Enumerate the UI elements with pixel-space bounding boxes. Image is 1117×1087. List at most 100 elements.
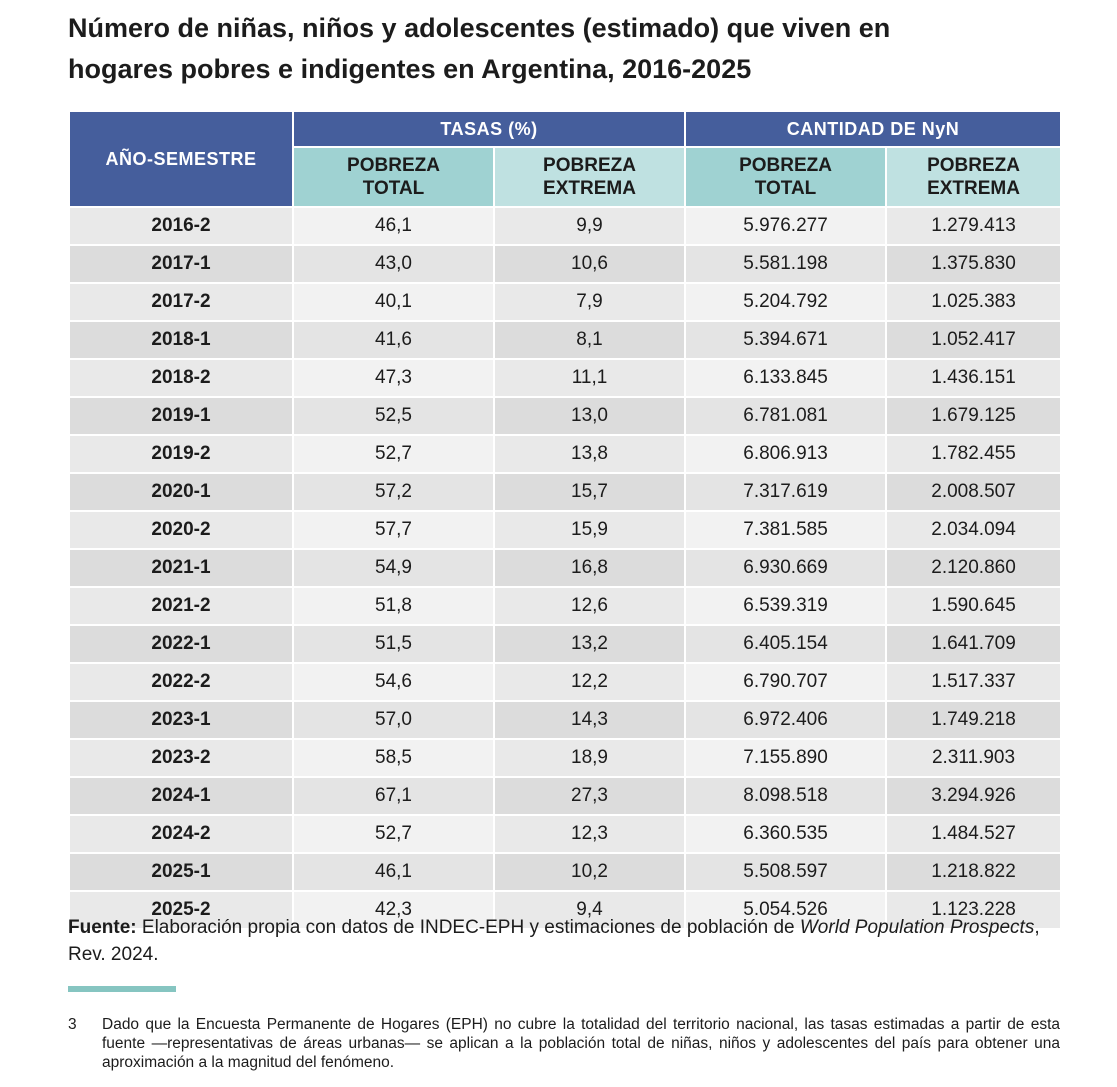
- table-row: 2017-1 43,0 10,6 5.581.198 1.375.830: [68, 244, 1063, 284]
- cell-year-semester: 2024-2: [68, 814, 294, 854]
- cell-rate-extreme-poverty: 8,1: [492, 320, 687, 360]
- cell-rate-extreme-poverty: 7,9: [492, 282, 687, 322]
- cell-count-extreme-poverty: 1.375.830: [885, 244, 1063, 284]
- header-group-rates: TASAS (%): [291, 110, 687, 148]
- divider-rule: [68, 986, 176, 992]
- cell-year-semester: 2018-1: [68, 320, 294, 360]
- source-label: Fuente:: [68, 917, 137, 938]
- table-row: 2025-1 46,1 10,2 5.508.597 1.218.822: [68, 852, 1063, 892]
- header-text: POBREZA: [927, 155, 1020, 176]
- cell-year-semester: 2020-1: [68, 472, 294, 512]
- header-text: TOTAL: [754, 178, 817, 199]
- cell-count-total-poverty: 6.781.081: [684, 396, 888, 436]
- cell-year-semester: 2025-2: [68, 890, 294, 930]
- source-suffix: , Rev. 2024.: [68, 917, 1040, 965]
- cell-rate-extreme-poverty: 11,1: [492, 358, 687, 398]
- cell-rate-total-poverty: 41,6: [292, 320, 495, 360]
- table-row: 2022-2 54,6 12,2 6.790.707 1.517.337: [68, 662, 1063, 702]
- cell-count-total-poverty: 5.204.792: [684, 282, 888, 322]
- cell-year-semester: 2019-1: [68, 396, 294, 436]
- cell-count-extreme-poverty: 1.517.337: [885, 662, 1063, 702]
- cell-count-total-poverty: 6.806.913: [684, 434, 888, 474]
- table-row: 2017-2 40,1 7,9 5.204.792 1.025.383: [68, 282, 1063, 322]
- header-text: POBREZA: [543, 155, 636, 176]
- cell-rate-extreme-poverty: 27,3: [492, 776, 687, 816]
- footnote-text: Dado que la Encuesta Permanente de Hogar…: [102, 1016, 1060, 1071]
- cell-count-extreme-poverty: 1.782.455: [885, 434, 1063, 474]
- cell-count-total-poverty: 7.155.890: [684, 738, 888, 778]
- cell-rate-total-poverty: 54,9: [292, 548, 495, 588]
- header-text: POBREZA: [347, 155, 440, 176]
- cell-count-extreme-poverty: 1.641.709: [885, 624, 1063, 664]
- cell-rate-extreme-poverty: 13,0: [492, 396, 687, 436]
- cell-count-total-poverty: 6.405.154: [684, 624, 888, 664]
- cell-rate-total-poverty: 57,7: [292, 510, 495, 550]
- cell-rate-total-poverty: 52,7: [292, 434, 495, 474]
- cell-count-total-poverty: 6.539.319: [684, 586, 888, 626]
- table-row: 2019-2 52,7 13,8 6.806.913 1.782.455: [68, 434, 1063, 474]
- cell-year-semester: 2019-2: [68, 434, 294, 474]
- cell-year-semester: 2017-1: [68, 244, 294, 284]
- cell-rate-total-poverty: 54,6: [292, 662, 495, 702]
- cell-count-extreme-poverty: 1.749.218: [885, 700, 1063, 740]
- table-body: 2016-2 46,1 9,9 5.976.277 1.279.413 2017-1 43,…: [68, 206, 1063, 930]
- cell-rate-extreme-poverty: 10,2: [492, 852, 687, 892]
- header-group-counts: CANTIDAD DE NyN: [684, 110, 1063, 148]
- cell-count-total-poverty: 7.381.585: [684, 510, 888, 550]
- table-header: AÑO-SEMESTRE TASAS (%) CANTIDAD DE NyN P…: [68, 110, 1063, 208]
- cell-count-extreme-poverty: 2.034.094: [885, 510, 1063, 550]
- title-line-1: Número de niñas, niños y adolescentes (e…: [68, 13, 891, 43]
- cell-rate-total-poverty: 57,0: [292, 700, 495, 740]
- table-row: 2023-2 58,5 18,9 7.155.890 2.311.903: [68, 738, 1063, 778]
- cell-rate-extreme-poverty: 14,3: [492, 700, 687, 740]
- cell-rate-total-poverty: 52,5: [292, 396, 495, 436]
- cell-year-semester: 2016-2: [68, 206, 294, 246]
- cell-year-semester: 2022-1: [68, 624, 294, 664]
- source-text: Elaboración propia con datos de INDEC-EP…: [141, 917, 795, 938]
- table-row: 2024-1 67,1 27,3 8.098.518 3.294.926: [68, 776, 1063, 816]
- cell-count-extreme-poverty: 1.218.822: [885, 852, 1063, 892]
- cell-count-extreme-poverty: 2.008.507: [885, 472, 1063, 512]
- cell-rate-total-poverty: 67,1: [292, 776, 495, 816]
- footnote-number: 3: [68, 1016, 77, 1033]
- table-row: 2024-2 52,7 12,3 6.360.535 1.484.527: [68, 814, 1063, 854]
- cell-rate-total-poverty: 51,5: [292, 624, 495, 664]
- cell-count-extreme-poverty: 2.311.903: [885, 738, 1063, 778]
- cell-rate-total-poverty: 43,0: [292, 244, 495, 284]
- cell-year-semester: 2021-1: [68, 548, 294, 588]
- cell-count-total-poverty: 6.360.535: [684, 814, 888, 854]
- table-row: 2016-2 46,1 9,9 5.976.277 1.279.413: [68, 206, 1063, 246]
- cell-count-extreme-poverty: 1.590.645: [885, 586, 1063, 626]
- cell-count-total-poverty: 6.930.669: [684, 548, 888, 588]
- cell-count-total-poverty: 5.976.277: [684, 206, 888, 246]
- header-text: EXTREMA: [927, 178, 1020, 199]
- cell-rate-total-poverty: 46,1: [292, 852, 495, 892]
- cell-rate-total-poverty: 57,2: [292, 472, 495, 512]
- cell-rate-total-poverty: 51,8: [292, 586, 495, 626]
- cell-rate-extreme-poverty: 13,2: [492, 624, 687, 664]
- cell-count-extreme-poverty: 1.484.527: [885, 814, 1063, 854]
- table-row: 2020-2 57,7 15,9 7.381.585 2.034.094: [68, 510, 1063, 550]
- source-italic: World Population Prospects: [799, 917, 1035, 938]
- table-row: 2023-1 57,0 14,3 6.972.406 1.749.218: [68, 700, 1063, 740]
- cell-count-total-poverty: 8.098.518: [684, 776, 888, 816]
- cell-rate-total-poverty: 46,1: [292, 206, 495, 246]
- cell-count-total-poverty: 5.581.198: [684, 244, 888, 284]
- cell-count-total-poverty: 6.133.845: [684, 358, 888, 398]
- header-text: TOTAL: [362, 178, 425, 199]
- page-title: Número de niñas, niños y adolescentes (e…: [68, 8, 1068, 90]
- header-text: POBREZA: [739, 155, 832, 176]
- header-year-semester: AÑO-SEMESTRE: [68, 110, 294, 208]
- header-rate-extreme-poverty: POBREZA EXTREMA: [492, 146, 687, 208]
- cell-year-semester: 2021-2: [68, 586, 294, 626]
- cell-count-total-poverty: 7.317.619: [684, 472, 888, 512]
- table-row: 2018-1 41,6 8,1 5.394.671 1.052.417: [68, 320, 1063, 360]
- source-note: Fuente: Elaboración propia con datos de …: [68, 914, 1060, 968]
- cell-count-total-poverty: 6.972.406: [684, 700, 888, 740]
- table-row: 2021-2 51,8 12,6 6.539.319 1.590.645: [68, 586, 1063, 626]
- table-row: 2022-1 51,5 13,2 6.405.154 1.641.709: [68, 624, 1063, 664]
- cell-count-extreme-poverty: 1.679.125: [885, 396, 1063, 436]
- cell-rate-extreme-poverty: 18,9: [492, 738, 687, 778]
- table-row: 2019-1 52,5 13,0 6.781.081 1.679.125: [68, 396, 1063, 436]
- header-text: EXTREMA: [543, 178, 636, 199]
